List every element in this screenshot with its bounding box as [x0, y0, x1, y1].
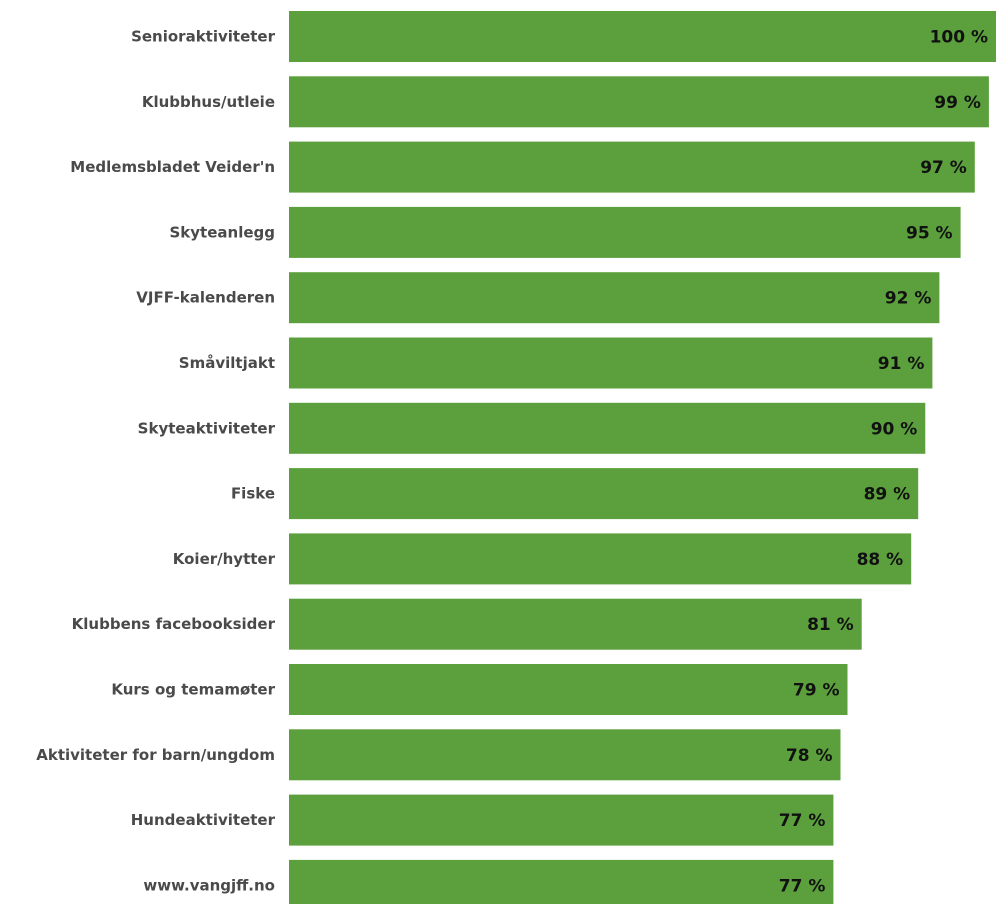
value-label: 81 %	[807, 615, 854, 635]
value-label: 89 %	[864, 485, 911, 505]
value-label: 99 %	[934, 93, 981, 113]
value-label: 77 %	[779, 876, 826, 896]
bar	[289, 859, 834, 904]
category-labels: Senioraktiviteter Klubbhus/utleie Medlemsb…	[36, 28, 275, 895]
bar	[289, 598, 862, 650]
bar	[289, 468, 919, 520]
category-label: Skyteanlegg	[170, 223, 276, 241]
category-label: Kurs og temamøter	[111, 681, 275, 699]
bar	[289, 11, 996, 62]
value-label: 91 %	[878, 354, 925, 374]
bar	[289, 794, 834, 846]
value-labels: 100 % 99 % 97 % 95 % 92 % 91 % 90 % 89 % 88 % 81 …	[779, 28, 988, 897]
category-label: Skyteaktiviteter	[138, 419, 276, 437]
bar	[289, 402, 926, 454]
value-label: 79 %	[793, 681, 840, 701]
value-label: 77 %	[779, 811, 826, 831]
value-label: 90 %	[871, 419, 918, 439]
category-label: www.vangjff.no	[143, 876, 275, 894]
bar	[289, 664, 848, 715]
category-label: Hundeaktiviteter	[131, 811, 276, 829]
bar	[289, 533, 912, 585]
bar	[289, 206, 961, 258]
category-label: Senioraktiviteter	[131, 28, 276, 46]
category-label: Koier/hytter	[173, 550, 276, 568]
category-label: Klubbens facebooksider	[72, 615, 276, 633]
value-label: 100 %	[930, 28, 988, 48]
bar	[289, 141, 975, 193]
bars-layer	[289, 11, 996, 904]
value-label: 78 %	[786, 746, 833, 766]
bar	[289, 337, 933, 389]
category-label: Småviltjakt	[179, 354, 275, 372]
category-label: Fiske	[231, 485, 275, 503]
category-label: VJFF-kalenderen	[136, 289, 275, 307]
bar	[289, 729, 841, 781]
category-label: Medlemsbladet Veider'n	[70, 158, 275, 176]
bar	[289, 76, 989, 128]
category-label: Klubbhus/utleie	[142, 93, 275, 111]
value-label: 97 %	[920, 158, 967, 178]
value-label: 95 %	[906, 223, 953, 243]
value-label: 88 %	[857, 550, 904, 570]
category-label: Aktiviteter for barn/ungdom	[36, 746, 275, 764]
value-label: 92 %	[885, 289, 932, 309]
bar	[289, 272, 940, 324]
